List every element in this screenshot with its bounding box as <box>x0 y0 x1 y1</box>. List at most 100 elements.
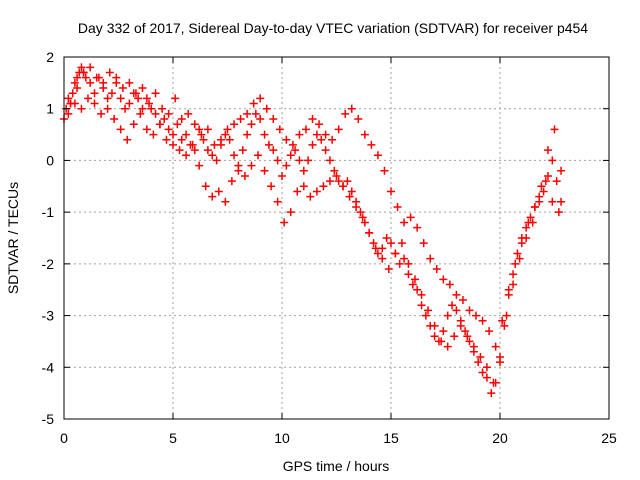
data-point <box>500 321 509 330</box>
data-point <box>269 146 278 155</box>
data-point <box>352 202 361 211</box>
data-point <box>515 254 524 263</box>
data-point <box>371 244 380 253</box>
data-point <box>301 125 310 134</box>
data-point <box>221 197 230 206</box>
data-point <box>373 151 382 160</box>
data-point <box>216 135 225 144</box>
data-point <box>116 125 125 134</box>
data-point <box>526 213 535 222</box>
data-point <box>325 177 334 186</box>
data-point <box>522 223 531 232</box>
data-point <box>236 115 245 124</box>
data-point <box>395 259 404 268</box>
data-point <box>343 177 352 186</box>
data-point <box>308 140 317 149</box>
data-point <box>476 352 485 361</box>
data-point <box>83 94 92 103</box>
data-point <box>68 89 77 98</box>
data-point <box>251 109 260 118</box>
data-point <box>474 358 483 367</box>
data-point <box>419 239 428 248</box>
x-tick-label: 20 <box>492 430 508 446</box>
data-point <box>275 125 284 134</box>
x-tick-label: 25 <box>601 430 617 446</box>
data-point <box>160 115 169 124</box>
data-point <box>201 182 210 191</box>
data-point <box>410 275 419 284</box>
data-point <box>382 234 391 242</box>
data-point <box>171 94 180 103</box>
data-point <box>393 202 402 211</box>
data-point <box>478 368 487 377</box>
data-point <box>437 337 446 346</box>
data-point <box>131 89 140 98</box>
data-point <box>107 89 116 98</box>
data-point <box>190 120 199 129</box>
data-point <box>103 94 112 103</box>
data-point <box>341 109 350 118</box>
data-point <box>97 109 106 118</box>
data-point <box>400 254 409 263</box>
x-tick-label: 15 <box>383 430 399 446</box>
y-tick-label: -2 <box>42 256 55 272</box>
data-point <box>535 192 544 201</box>
data-point <box>452 306 461 315</box>
data-point <box>502 311 511 320</box>
data-point <box>511 259 520 268</box>
data-point <box>273 156 282 165</box>
data-point <box>439 327 448 336</box>
data-point <box>304 156 313 165</box>
chart-title: Day 332 of 2017, Sidereal Day-to-day VTE… <box>78 20 588 36</box>
data-point <box>487 389 496 398</box>
y-axis-label: SDTVAR / TECUs <box>5 182 21 294</box>
data-point <box>243 109 252 118</box>
data-point <box>145 99 154 108</box>
data-point <box>199 135 208 144</box>
data-point <box>110 115 119 124</box>
data-point <box>234 166 243 175</box>
data-point <box>354 115 363 124</box>
data-point <box>77 63 86 72</box>
data-point <box>99 84 108 93</box>
data-point <box>358 213 367 222</box>
data-point <box>378 254 387 263</box>
data-point <box>413 223 422 232</box>
data-point <box>149 130 158 139</box>
data-point <box>397 239 406 248</box>
data-point <box>325 156 334 165</box>
data-point <box>288 140 297 149</box>
data-point <box>461 327 470 336</box>
data-point <box>539 187 548 196</box>
data-point <box>469 342 478 351</box>
data-point <box>267 182 276 191</box>
data-point <box>177 115 186 124</box>
data-point <box>537 182 546 191</box>
data-point <box>138 104 147 113</box>
data-point <box>197 130 206 139</box>
data-point <box>92 73 101 82</box>
data-point <box>417 301 426 310</box>
data-point <box>278 171 286 180</box>
data-point <box>391 249 400 258</box>
data-point <box>262 104 271 113</box>
data-point <box>73 73 82 82</box>
data-point <box>118 84 127 93</box>
data-point <box>380 166 389 175</box>
y-tick-label: -1 <box>42 204 55 220</box>
data-point <box>557 166 566 175</box>
data-point <box>184 109 193 118</box>
data-point <box>138 84 147 93</box>
data-point <box>64 109 73 118</box>
data-point <box>282 135 291 144</box>
data-point <box>223 125 232 134</box>
data-point <box>421 311 430 320</box>
data-point <box>86 78 95 87</box>
data-point <box>496 358 504 367</box>
data-point <box>332 171 341 180</box>
data-point <box>230 151 239 160</box>
data-point <box>448 301 457 310</box>
x-axis-label: GPS time / hours <box>283 458 390 474</box>
data-point <box>125 78 134 87</box>
